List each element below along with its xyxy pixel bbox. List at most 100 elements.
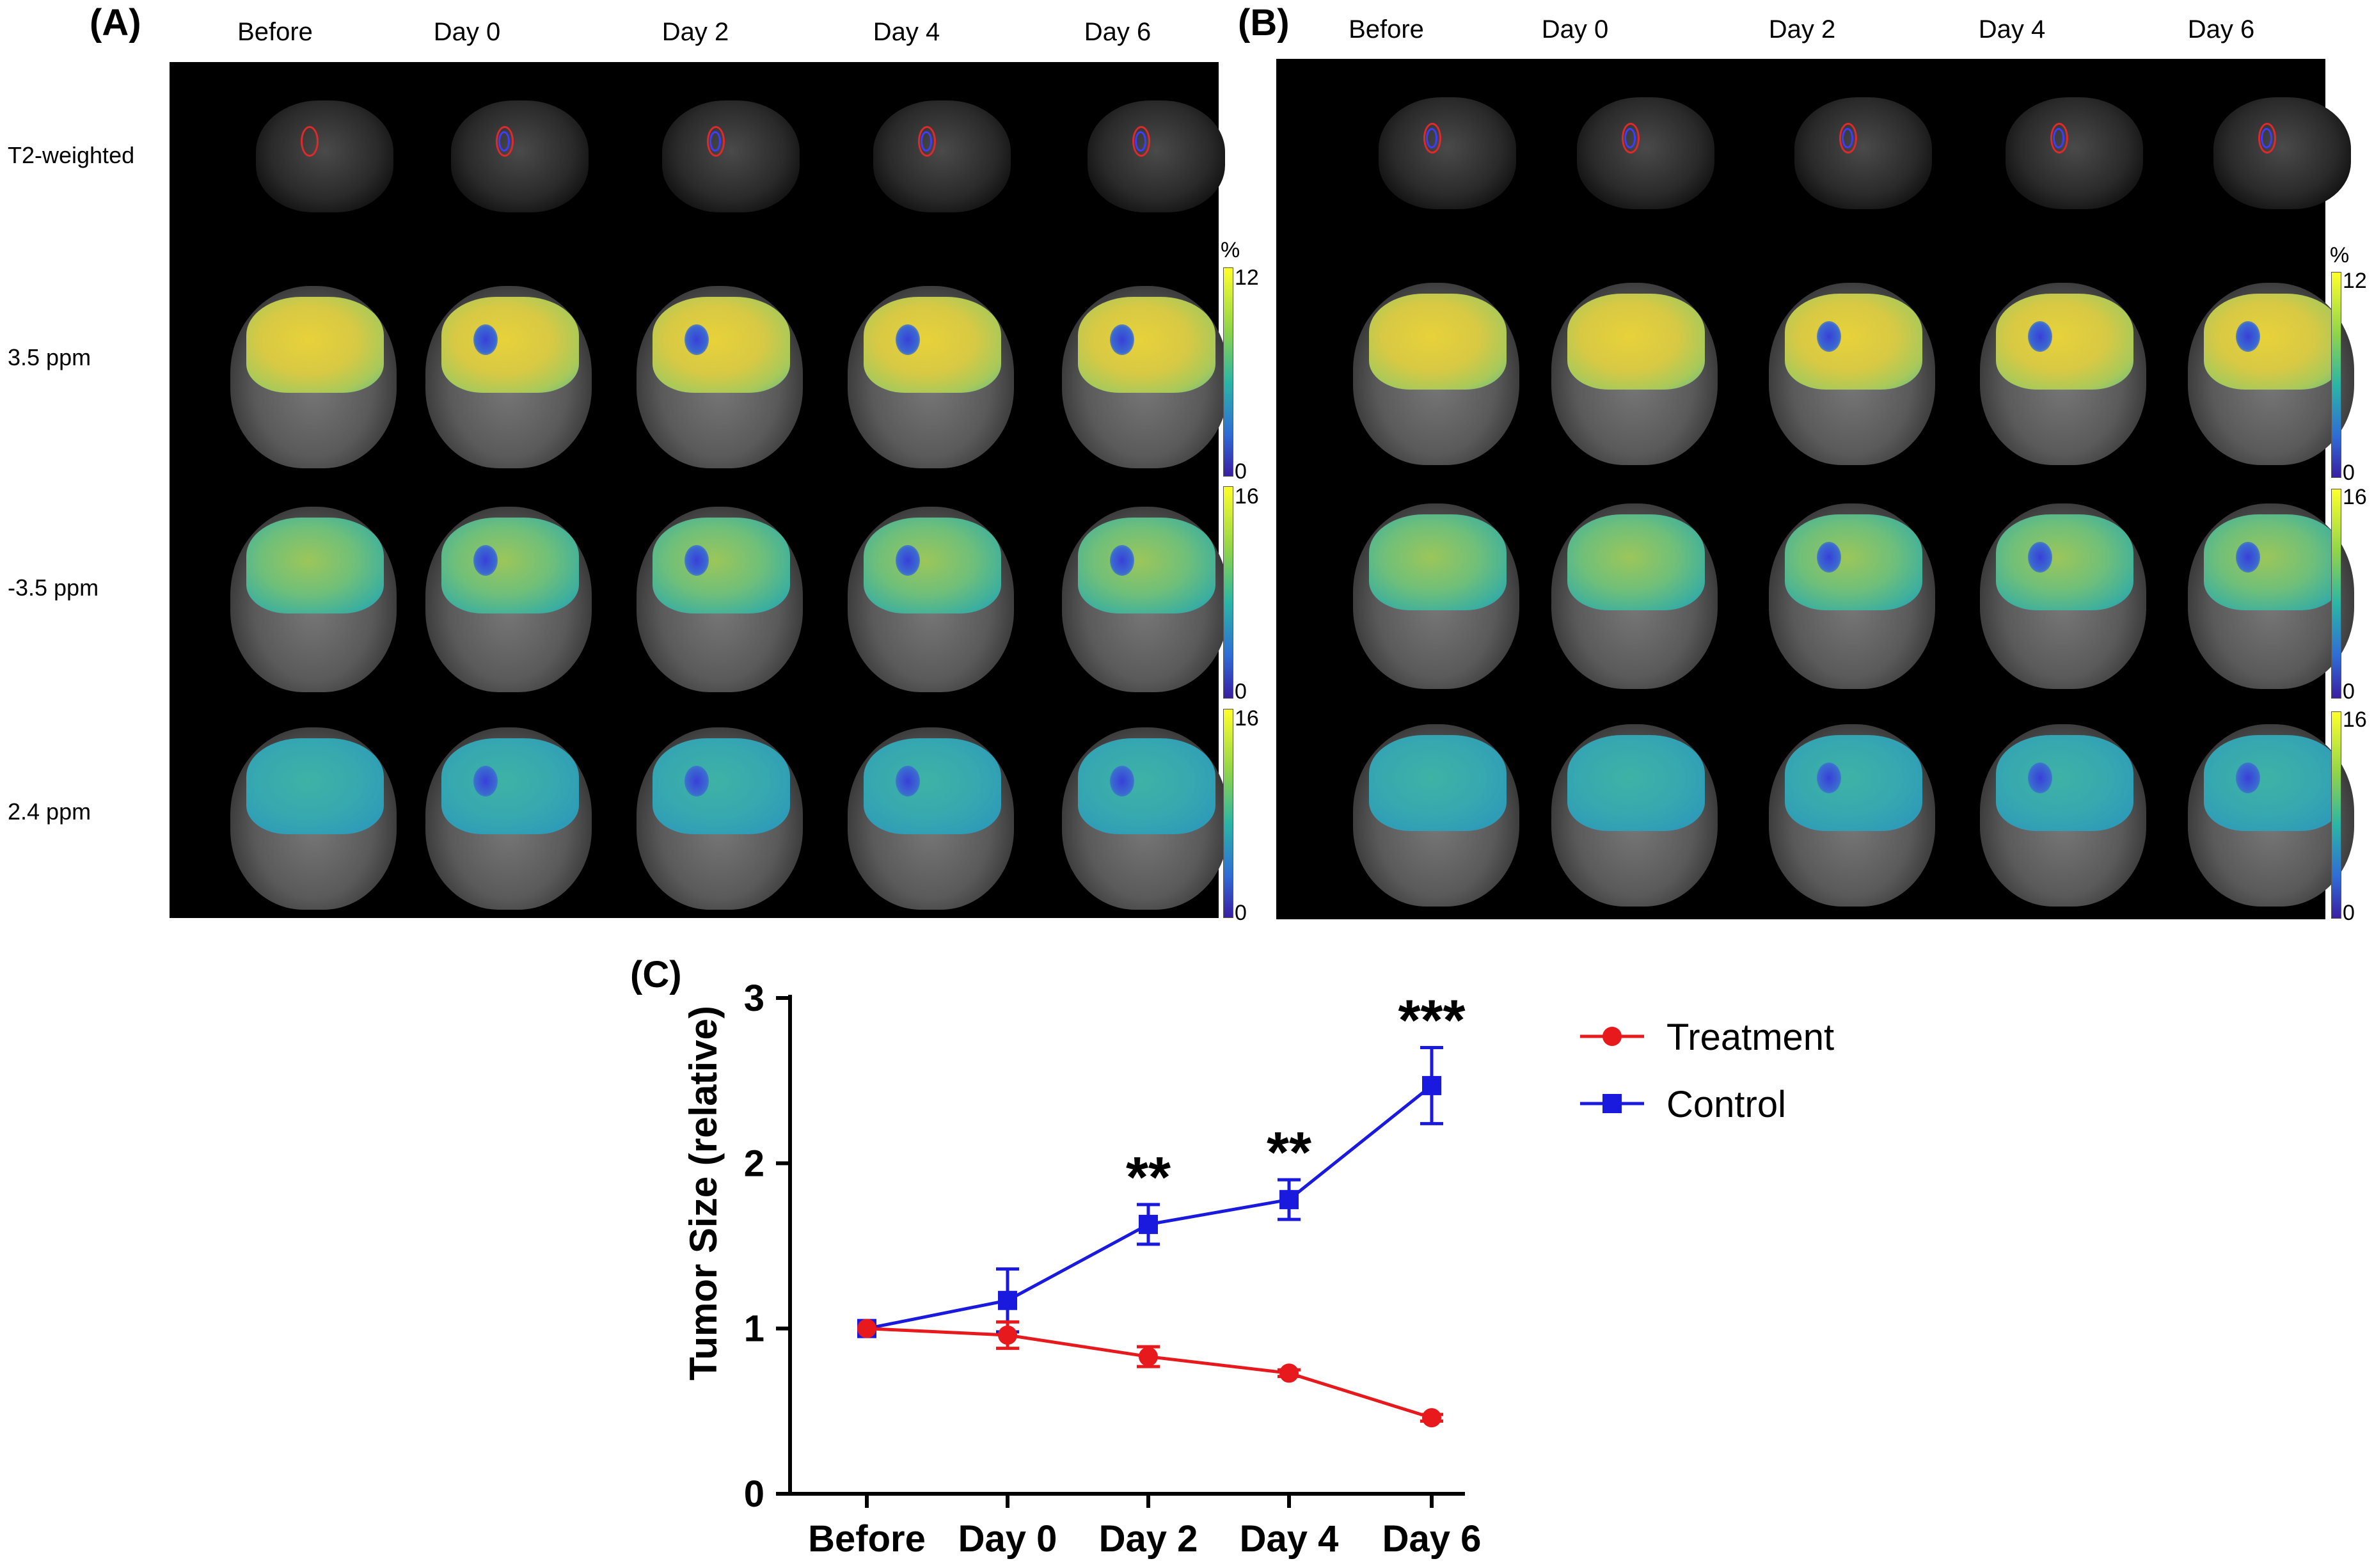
cest-map-overlay xyxy=(2204,294,2341,390)
brain-t2 xyxy=(2006,97,2143,209)
col-label-day2-b: Day 2 xyxy=(1768,15,1836,44)
mri-cell-r3-c0 xyxy=(211,711,403,919)
cest-map-overlay xyxy=(653,738,790,834)
mri-cell-r2-c0 xyxy=(1334,487,1526,699)
data-point-control xyxy=(1139,1214,1158,1234)
mri-cell-r0-c0 xyxy=(1334,59,1526,225)
mri-cell-r0-c1 xyxy=(406,62,598,228)
tumor-roi-outline xyxy=(301,126,319,157)
colorbar-b1-min: 0 xyxy=(2343,461,2355,485)
colorbar-b3 xyxy=(2331,711,2341,919)
mri-cell-r0-c4 xyxy=(2169,59,2361,225)
colorbar-b3-max: 16 xyxy=(2343,708,2367,732)
tumor-roi-inner xyxy=(921,131,932,152)
colorbar-a1-unit: % xyxy=(1221,238,1240,262)
tumor-roi-inner xyxy=(2053,128,2064,148)
cest-map-overlay xyxy=(1996,735,2133,831)
tumor-region xyxy=(1110,324,1134,355)
y-tick-label: 2 xyxy=(744,1143,764,1184)
tumor-region xyxy=(685,324,709,355)
colorbar-a3-max: 16 xyxy=(1235,706,1259,731)
x-tick-label: Before xyxy=(808,1518,926,1560)
cest-map-overlay xyxy=(2204,514,2341,610)
col-label-day4-a: Day 4 xyxy=(873,18,940,46)
mri-cell-r2-c0 xyxy=(211,491,403,702)
tumor-region xyxy=(473,324,498,355)
tumor-roi-inner xyxy=(2261,128,2272,148)
colorbar-b1-unit: % xyxy=(2330,243,2350,267)
panel-c-label: (C) xyxy=(630,954,682,995)
y-axis-label: Tumor Size (relative) xyxy=(682,1006,725,1381)
cest-map-overlay xyxy=(441,738,579,834)
tumor-roi-inner xyxy=(1135,131,1146,152)
significance-marker: ** xyxy=(1126,1146,1171,1210)
mri-cell-r1-c0 xyxy=(1334,267,1526,475)
tumor-region xyxy=(685,766,709,796)
tumor-roi-inner xyxy=(1842,128,1853,148)
cest-map-overlay xyxy=(1996,294,2133,390)
col-label-day2-a: Day 2 xyxy=(661,18,729,46)
tumor-roi-inner xyxy=(709,131,721,152)
y-tick-label: 3 xyxy=(744,978,764,1019)
row-label-2p4: 2.4 ppm xyxy=(8,798,91,825)
tumor-region xyxy=(1817,763,1841,793)
cest-map-overlay xyxy=(1078,738,1215,834)
mri-cell-r1-c1 xyxy=(406,270,598,478)
mri-cell-r3-c2 xyxy=(1750,708,1942,916)
cest-map-overlay xyxy=(441,297,579,393)
colorbar-a1 xyxy=(1223,267,1233,477)
brain-t2 xyxy=(662,100,800,212)
brain-t2 xyxy=(2213,97,2351,209)
y-tick-label: 0 xyxy=(744,1473,764,1515)
tumor-roi-inner xyxy=(498,131,510,152)
mri-cell-r3-c3 xyxy=(828,711,1020,919)
y-tick-label: 1 xyxy=(744,1308,764,1350)
cest-map-overlay xyxy=(246,297,384,393)
mri-cell-r2-c1 xyxy=(406,491,598,702)
tumor-region xyxy=(896,324,920,355)
mri-cell-r1-c0 xyxy=(211,270,403,478)
data-point-control xyxy=(1422,1075,1441,1095)
cest-map-overlay xyxy=(1567,514,1705,610)
tumor-roi-outline xyxy=(1622,123,1640,154)
data-point-treatment xyxy=(1279,1363,1299,1383)
colorbar-a3 xyxy=(1223,709,1233,918)
tumor-roi-outline xyxy=(1132,126,1150,157)
x-tick-label: Day 0 xyxy=(958,1518,1057,1560)
cest-map-overlay xyxy=(2204,735,2341,831)
panel-a-label: (A) xyxy=(90,2,141,44)
colorbar-a1-max: 12 xyxy=(1235,265,1259,290)
brain-t2 xyxy=(873,100,1011,212)
tumor-region xyxy=(2028,542,2052,573)
colorbar-a2-min: 0 xyxy=(1235,679,1247,704)
row-label-t2: T2-weighted xyxy=(8,142,135,168)
panel-b-label: (B) xyxy=(1238,2,1290,44)
cest-map-overlay xyxy=(1785,294,1922,390)
tumor-roi-outline xyxy=(1423,123,1441,154)
mri-cell-r3-c4 xyxy=(2169,708,2361,916)
tumor-region xyxy=(685,545,709,576)
legend-marker-control xyxy=(1602,1094,1622,1113)
mri-cell-r2-c3 xyxy=(828,491,1020,702)
mri-cell-r3-c4 xyxy=(1043,711,1235,919)
row-label-m3p5: -3.5 ppm xyxy=(8,574,99,601)
mri-cell-r0-c3 xyxy=(828,62,1020,228)
tumor-region xyxy=(2236,321,2260,352)
data-point-treatment xyxy=(1422,1408,1441,1428)
mri-cell-r3-c3 xyxy=(1961,708,2153,916)
colorbar-b2-min: 0 xyxy=(2343,679,2355,704)
mri-cell-r0-c1 xyxy=(1532,59,1724,225)
mri-cell-r3-c1 xyxy=(1532,708,1724,916)
tumor-region xyxy=(2028,763,2052,793)
tumor-region xyxy=(1817,321,1841,352)
legend-label-control: Control xyxy=(1666,1084,1786,1125)
brain-t2 xyxy=(256,100,393,212)
x-tick-label: Day 2 xyxy=(1099,1518,1198,1560)
col-label-day0-b: Day 0 xyxy=(1541,15,1609,44)
mri-cell-r2-c1 xyxy=(1532,487,1724,699)
mri-cell-r2-c2 xyxy=(617,491,809,702)
mri-cell-r0-c0 xyxy=(211,62,403,228)
data-point-control xyxy=(998,1290,1017,1310)
mri-cell-r0-c3 xyxy=(1961,59,2153,225)
